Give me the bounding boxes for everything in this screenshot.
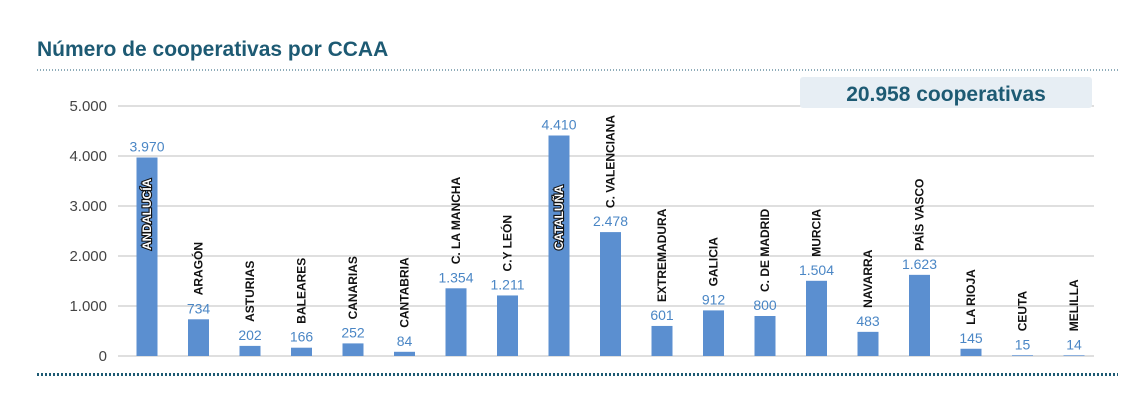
category-labels: ANDALUCÍA ARAGÓN ASTURIAS BALEARES CANARIAS C… [138, 115, 1081, 332]
y-tick-label: 4.000 [69, 148, 107, 165]
bar [188, 319, 209, 356]
category-label: NAVARRA [861, 249, 875, 308]
bar [754, 316, 776, 356]
bar [1063, 355, 1085, 356]
category-label: C.Y LEÓN [500, 215, 515, 271]
value-label: 15 [1015, 336, 1031, 352]
value-label: 252 [341, 324, 365, 340]
bar [136, 157, 158, 356]
value-labels: 3.970 734 202 166 252 84 1.354 1.211 4.410 2.478 6… [129, 117, 1082, 353]
value-label: 601 [650, 307, 674, 323]
value-label: 1.354 [438, 269, 473, 285]
category-label: LA RIOJA [964, 269, 978, 325]
value-label: 483 [856, 313, 880, 329]
y-axis: 0 1.000 2.000 3.000 4.000 5.000 [69, 98, 107, 365]
category-label: EXTREMADURA [655, 208, 669, 302]
y-tick-label: 5.000 [69, 98, 107, 115]
category-label: ARAGÓN [191, 242, 206, 295]
chart-title: Número de cooperativas por CCAA [37, 38, 389, 61]
value-label: 3.970 [129, 139, 164, 155]
bar [909, 274, 930, 356]
y-tick-label: 0 [99, 348, 107, 365]
y-tick-label: 2.000 [69, 248, 107, 265]
bar [703, 310, 724, 356]
value-label: 145 [959, 330, 983, 346]
value-label: 2.478 [593, 213, 628, 229]
total-badge-text: 20.958 cooperativas [846, 83, 1046, 106]
value-label: 734 [187, 300, 211, 316]
total-badge: 20.958 cooperativas [800, 77, 1092, 108]
bar [600, 232, 621, 356]
value-label: 912 [702, 291, 726, 307]
category-label: C. LA MANCHA [449, 176, 463, 264]
value-label: 4.410 [541, 117, 576, 133]
y-tick-label: 3.000 [69, 198, 107, 215]
bar [497, 295, 518, 356]
bar [291, 347, 312, 356]
value-label: 14 [1066, 336, 1082, 352]
value-label: 1.504 [799, 262, 834, 278]
category-label: PAÍS VASCO [912, 179, 927, 251]
category-label: CATALUÑA [551, 185, 566, 250]
category-label: MURCIA [810, 208, 824, 256]
bar [651, 325, 673, 356]
category-label: MELILLA [1067, 279, 1081, 331]
category-label: CANARIAS [346, 256, 360, 319]
category-label: GALICIA [707, 237, 721, 287]
category-label: ANDALUCÍA [139, 178, 154, 250]
bars [136, 135, 1085, 356]
bar [1012, 355, 1033, 356]
bar [857, 331, 879, 356]
value-label: 800 [753, 297, 777, 313]
category-label: BALEARES [295, 258, 309, 324]
category-label: CANTABRIA [398, 257, 412, 328]
value-label: 84 [397, 333, 413, 349]
bar [548, 135, 570, 356]
bar [806, 280, 827, 356]
category-label: C. VALENCIANA [604, 115, 618, 208]
category-label: ASTURIAS [243, 261, 257, 322]
bar [239, 345, 261, 356]
y-tick-label: 1.000 [69, 298, 107, 315]
category-label: C. DE MADRID [758, 208, 772, 292]
bar [445, 288, 467, 356]
value-label: 166 [290, 329, 314, 345]
bar [960, 348, 982, 356]
total-badge-background [800, 77, 1092, 108]
value-label: 202 [238, 327, 262, 343]
value-label: 1.623 [902, 256, 937, 272]
bar [342, 343, 364, 356]
category-label: CEUTA [1016, 290, 1030, 331]
value-label: 1.211 [491, 276, 525, 292]
bar [394, 351, 415, 356]
